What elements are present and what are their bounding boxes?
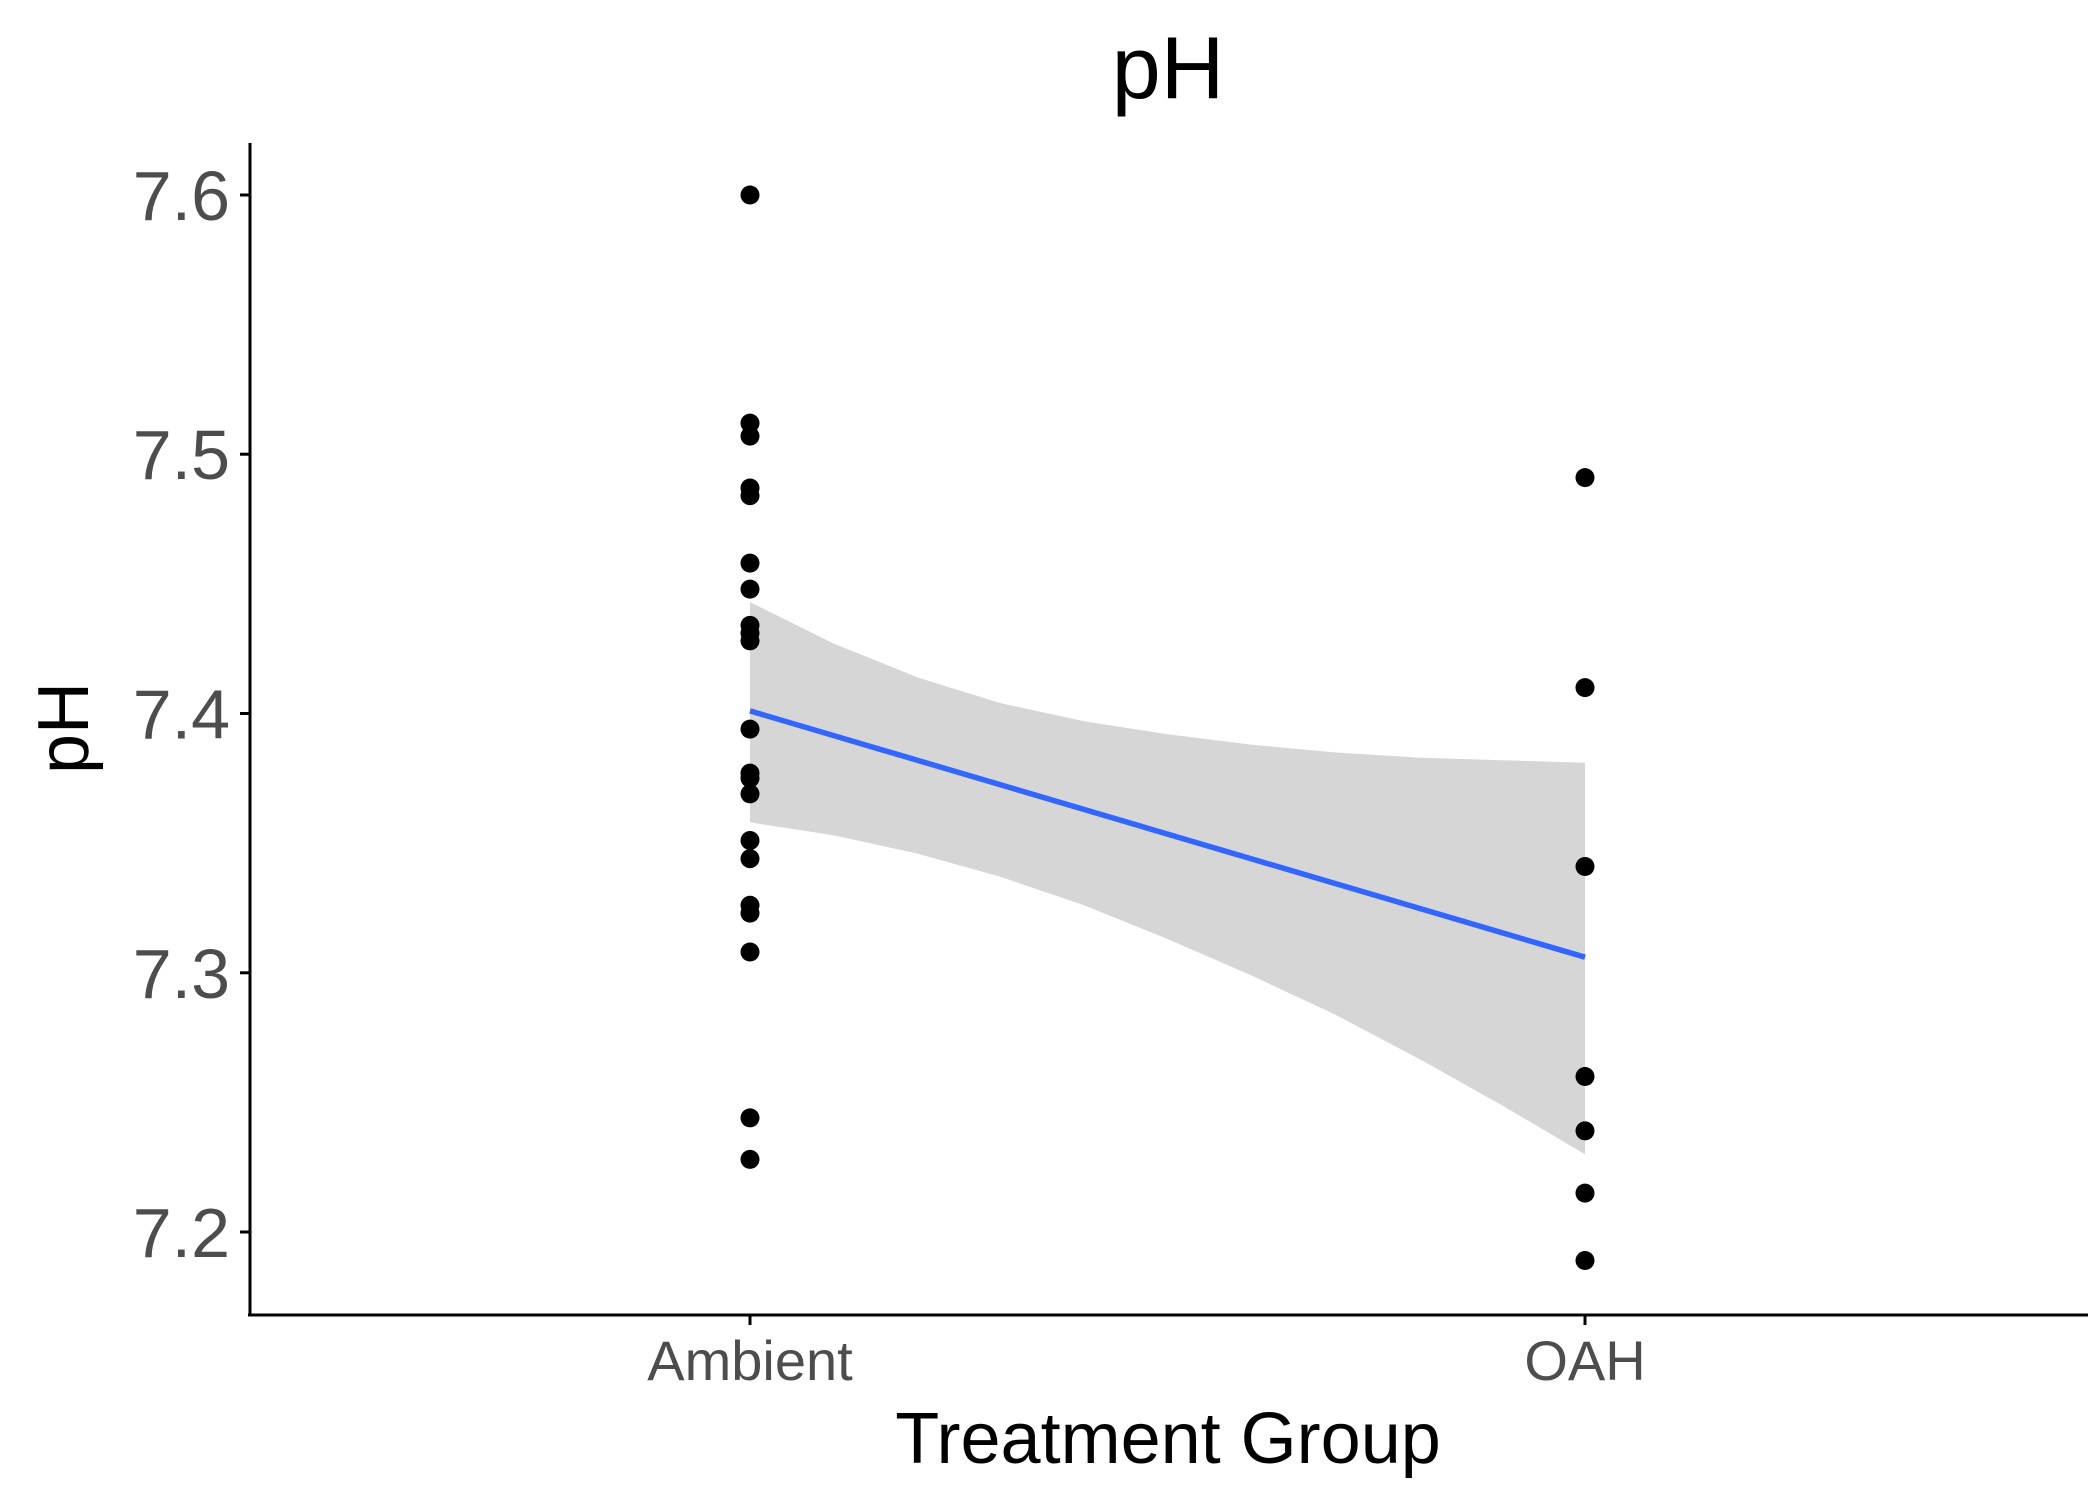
data-point	[740, 631, 760, 651]
data-point	[740, 553, 760, 573]
y-tick-label: 7.6	[133, 157, 230, 235]
data-point	[740, 185, 760, 205]
data-point	[1575, 1121, 1595, 1141]
fit-line-layer	[749, 708, 1586, 960]
data-point	[740, 1149, 760, 1169]
y-tick-label: 7.3	[133, 935, 230, 1013]
data-point	[740, 579, 760, 599]
fit-line	[749, 708, 1586, 960]
data-point	[740, 784, 760, 804]
chart-title: pH	[1112, 18, 1225, 117]
data-point	[1575, 678, 1595, 698]
data-point	[740, 719, 760, 739]
data-point	[1575, 468, 1595, 488]
data-point	[740, 1108, 760, 1128]
x-tick-label: OAH	[1524, 1329, 1645, 1392]
data-point	[740, 942, 760, 962]
data-point	[1575, 1067, 1595, 1086]
y-tick-label: 7.4	[133, 676, 230, 754]
y-ticks: 7.2 7.3 7.4 7.5 7.6	[133, 157, 250, 1272]
y-tick-label: 7.5	[133, 416, 230, 494]
data-point	[740, 903, 760, 923]
data-point	[740, 831, 760, 850]
data-point	[1575, 1183, 1595, 1203]
x-axis-title: Treatment Group	[895, 1399, 1441, 1479]
data-point	[1575, 857, 1595, 876]
y-axis-title: pH	[24, 682, 104, 774]
data-point	[740, 426, 760, 446]
points-layer	[740, 185, 1595, 1270]
confidence-band	[750, 602, 1585, 1155]
data-point	[740, 486, 760, 506]
x-ticks: Ambient OAH	[647, 1315, 1646, 1392]
x-tick-label: Ambient	[647, 1329, 853, 1392]
y-tick-label: 7.2	[133, 1194, 230, 1272]
confidence-band-layer	[750, 602, 1585, 1155]
data-point	[740, 768, 760, 788]
data-point	[740, 413, 760, 433]
data-point	[740, 849, 760, 869]
data-point	[1575, 1251, 1595, 1270]
